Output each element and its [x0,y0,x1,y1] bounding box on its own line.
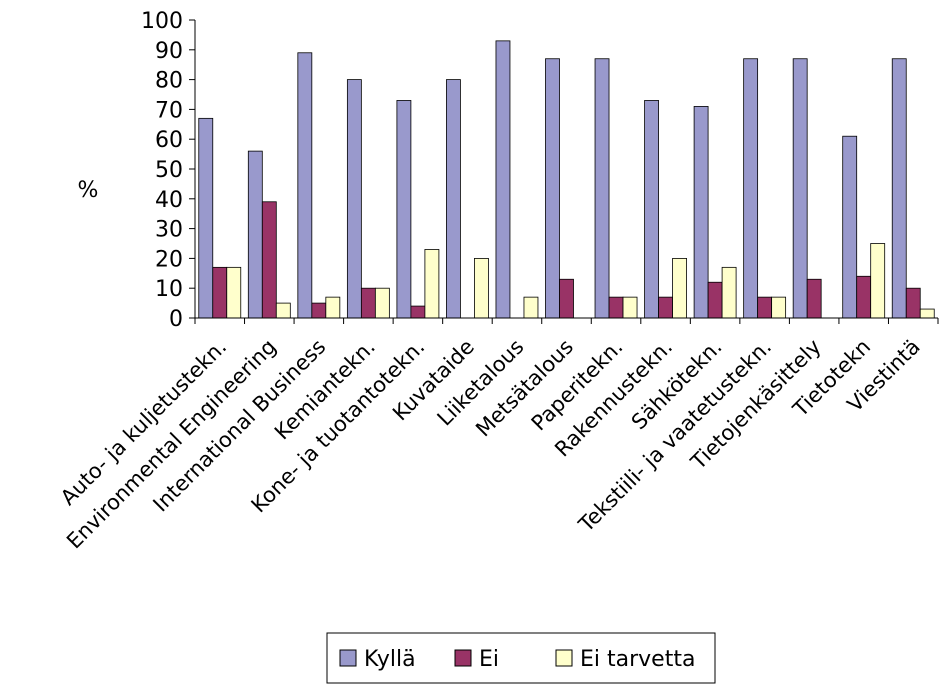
y-axis: 0 10 20 30 40 50 60 70 80 90 100 [141,9,196,332]
bar-kylla-liiketalous [495,40,511,319]
bar-ei-tarvetta-international-business [325,296,341,319]
bar-ei-kone-ja-tuotantotekn [410,305,426,319]
legend-swatch-ei [454,649,472,667]
bar-ei-kemiantekn [360,287,376,319]
bar-ei-rakennustekn [658,296,673,319]
bar-ei-tarvetta-kone-ja-tuotantotekn [424,249,440,319]
bar-ei-tarvetta-tietotekn [870,243,886,319]
bar-kylla-metsatalous [545,58,560,319]
legend-label-kylla: Kyllä [364,647,416,672]
y-tick-label: 60 [155,128,183,153]
bar-ei-tarvetta-kemiantekn [374,287,390,319]
bar-ei-tarvetta-sahkotekn [721,266,737,319]
bar-kylla-tietotekn [842,135,858,319]
bar-kylla-kone-ja-tuotantotekn [396,100,412,319]
bar-kylla-international-business [297,52,313,319]
bar-kylla-kemiantekn [346,79,362,319]
bar-kylla-sahkotekn [693,106,709,319]
bar-ei-tarvetta-kuvataide [474,257,489,319]
bar-ei-sahkotekn [707,281,723,319]
bar-kylla-viestinta [891,58,907,319]
bar-kylla-tekstiili-ja-vaatetustekn [743,58,759,319]
bar-ei-tarvetta-auto-ja-kuljetustekn [226,266,242,319]
bar-ei-environmental-engineering [261,201,277,319]
bar-kylla-kuvataide [446,79,461,319]
bar-ei-viestinta [905,287,921,319]
y-tick-label: 100 [141,9,183,34]
y-tick-label: 30 [155,218,183,243]
bar-kylla-environmental-engineering [247,150,263,319]
bar-ei-tarvetta-liiketalous [523,296,539,319]
legend-label-ei: Ei [479,647,499,672]
x-axis: Auto- ja kuljetustekn.Environmental Engi… [56,317,939,554]
bar-ei-tarvetta-environmental-engineering [275,302,291,319]
bar-ei-tietotekn [856,275,872,319]
bar-ei-tekstiili-ja-vaatetustekn [757,296,773,319]
y-tick-label: 50 [155,158,183,183]
bar-kylla-paperitekn [594,58,610,319]
bar-ei-tietojenkasittely [806,278,822,319]
y-tick-label: 10 [155,277,183,302]
legend-label-ei-tarvetta: Ei tarvetta [580,647,695,672]
y-tick-label: 70 [155,98,183,123]
legend-swatch-ei-tarvetta [555,649,573,667]
bar-ei-tarvetta-paperitekn [622,296,638,319]
x-category-label: Environmental Engineering [62,335,281,554]
bar-ei-tarvetta-viestinta [919,308,935,319]
y-tick-label: 90 [155,39,183,64]
bar-ei-metsatalous [559,278,574,319]
legend-box [326,632,716,684]
bar-ei-tarvetta-tekstiili-ja-vaatetustekn [771,296,787,319]
y-tick-label: 80 [155,69,183,94]
bar-kylla-rakennustekn [644,100,659,319]
y-tick-label: 20 [155,247,183,272]
y-tick-label: 0 [169,307,183,332]
bar-ei-paperitekn [608,296,624,319]
bar-ei-auto-ja-kuljetustekn [212,266,228,319]
bar-kylla-auto-ja-kuljetustekn [198,117,214,319]
y-axis-label: % [78,178,99,203]
legend: Kyllä Ei Ei tarvetta [326,632,716,684]
bar-ei-international-business [311,302,327,319]
bar-ei-tarvetta-rakennustekn [672,257,687,319]
bars [198,40,935,319]
bar-kylla-tietojenkasittely [792,58,808,319]
y-tick-label: 40 [155,188,183,213]
legend-swatch-kylla [339,649,357,667]
